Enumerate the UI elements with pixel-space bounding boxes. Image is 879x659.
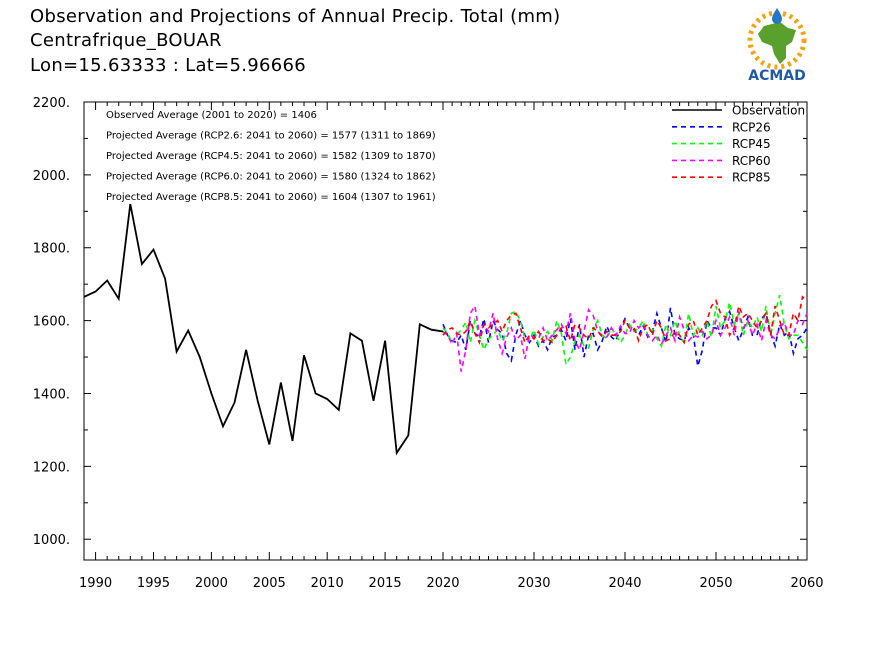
legend-label: RCP26 (732, 120, 771, 134)
chart-title-line-2: Centrafrique_BOUAR (30, 30, 222, 51)
x-tick-label: 1995 (137, 576, 170, 591)
legend-label: Observation (732, 104, 805, 118)
africa-map-icon (758, 22, 796, 64)
x-tick-label: 2050 (699, 576, 732, 591)
x-tick-label: 2040 (608, 576, 641, 591)
series-line-rcp85 (442, 295, 808, 345)
series-line-rcp45 (442, 294, 808, 367)
x-axis: 1990 1995 2000 2005 2010 2015 2020 2030 2040 2050… (79, 102, 824, 591)
series-line-rcp26 (442, 307, 808, 367)
legend-label: RCP45 (732, 137, 771, 151)
series-layer (83, 203, 808, 456)
x-tick-label: 2020 (426, 576, 459, 591)
y-tick-label: 1800. (33, 242, 70, 257)
plot-frame (83, 101, 808, 561)
y-tick-label: 1400. (33, 387, 70, 402)
x-tick-label: 2060 (790, 576, 823, 591)
logo-text: ACMAD (748, 68, 806, 84)
legend-label: RCP85 (732, 171, 771, 185)
stats-line: Projected Average (RCP2.6: 2041 to 2060)… (106, 131, 436, 142)
x-tick-label: 2015 (369, 576, 402, 591)
x-tick-label: 2010 (311, 576, 344, 591)
stats-line: Projected Average (RCP8.5: 2041 to 2060)… (106, 192, 436, 203)
chart-title-line-3: Lon=15.63333 : Lat=5.96666 (30, 55, 307, 76)
y-tick-label: 1200. (33, 460, 70, 475)
y-tick-label: 1600. (33, 315, 70, 330)
acmad-logo: ACMAD (747, 8, 807, 84)
stats-line: Projected Average (RCP4.5: 2041 to 2060)… (106, 151, 436, 162)
series-line-rcp60 (442, 303, 808, 372)
stats-box: Observed Average (2001 to 2020) = 1406 Pr… (106, 110, 436, 203)
series-line-observation (83, 203, 444, 456)
x-tick-label: 2030 (517, 576, 550, 591)
x-tick-label: 2000 (195, 576, 228, 591)
x-tick-label: 1990 (79, 576, 112, 591)
y-axis: 1000. 1200. 1400. 1600. 1800. 2000. 2200. (33, 96, 807, 548)
stats-line: Observed Average (2001 to 2020) = 1406 (106, 110, 317, 121)
x-tick-label: 2005 (253, 576, 286, 591)
legend: Observation RCP26 RCP45 RCP60 RCP85 (672, 104, 805, 185)
y-tick-label: 2200. (33, 96, 70, 111)
stats-line: Projected Average (RCP6.0: 2041 to 2060)… (106, 172, 436, 183)
y-tick-label: 1000. (33, 533, 70, 548)
chart-title-line-1: Observation and Projections of Annual Pr… (30, 6, 561, 27)
water-drop-icon (772, 8, 782, 24)
legend-label: RCP60 (732, 154, 771, 168)
y-tick-label: 2000. (33, 169, 70, 184)
